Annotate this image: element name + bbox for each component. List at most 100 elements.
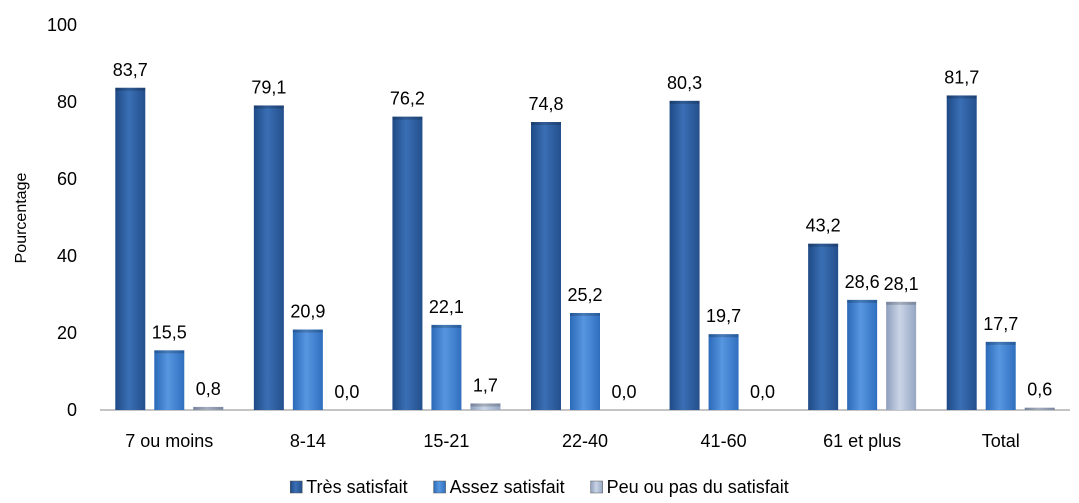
category-label: 61 et plus bbox=[823, 431, 901, 451]
bar-top-edge bbox=[985, 341, 1016, 345]
data-labels: 83,7 15,5 0,8 79,1 20,9 0,0 76,2 22,1 1,7 74,8 25,… bbox=[113, 60, 1052, 402]
y-tick-label: 20 bbox=[57, 323, 77, 343]
data-label: 81,7 bbox=[944, 67, 979, 87]
bar-top-edge bbox=[392, 116, 423, 120]
bar bbox=[115, 87, 146, 410]
data-label: 83,7 bbox=[113, 60, 148, 80]
y-tick-label: 0 bbox=[67, 400, 77, 420]
legend-swatch bbox=[590, 480, 603, 494]
bar bbox=[669, 100, 700, 410]
bar-top-edge bbox=[115, 87, 146, 91]
data-label: 1,7 bbox=[473, 375, 498, 395]
y-axis-ticks: 0 20 40 60 80 100 bbox=[47, 15, 77, 420]
legend: Très satisfait Assez satisfait Peu ou pas … bbox=[289, 477, 789, 497]
bar bbox=[431, 324, 462, 410]
bar-top-edge bbox=[431, 324, 462, 328]
bar-body bbox=[531, 122, 561, 411]
y-tick-label: 80 bbox=[57, 92, 77, 112]
bar-top-edge bbox=[1024, 407, 1055, 410]
data-label: 0,0 bbox=[611, 382, 636, 402]
bar-body bbox=[1024, 407, 1055, 410]
y-tick-label: 60 bbox=[57, 169, 77, 189]
bar-body bbox=[193, 406, 224, 410]
data-label: 22,1 bbox=[429, 297, 464, 317]
y-tick-label: 100 bbox=[47, 15, 77, 35]
bar-top-edge bbox=[253, 105, 284, 109]
category-label: Total bbox=[982, 431, 1020, 451]
bar-body bbox=[669, 100, 700, 410]
bar-body bbox=[292, 329, 323, 410]
data-label: 0,0 bbox=[750, 382, 775, 402]
category-label: 15-21 bbox=[423, 431, 469, 451]
bar bbox=[292, 329, 323, 410]
data-label: 79,1 bbox=[251, 77, 286, 97]
bar-body bbox=[253, 105, 284, 410]
bar-top-edge bbox=[154, 350, 185, 354]
bar bbox=[808, 243, 839, 410]
bar-top-edge bbox=[531, 122, 561, 126]
bar bbox=[531, 122, 561, 411]
bar bbox=[470, 403, 501, 410]
legend-item: Très satisfait bbox=[289, 477, 408, 497]
category-label: 41-60 bbox=[701, 431, 747, 451]
y-tick-label: 40 bbox=[57, 246, 77, 266]
data-label: 28,1 bbox=[884, 274, 919, 294]
legend-item: Peu ou pas du satisfait bbox=[590, 477, 789, 497]
data-label: 80,3 bbox=[667, 73, 702, 93]
bar-body bbox=[708, 334, 739, 410]
legend-swatch bbox=[433, 480, 446, 494]
data-label: 0,8 bbox=[196, 379, 221, 399]
bar-top-edge bbox=[570, 312, 600, 316]
category-label: 22-40 bbox=[562, 431, 608, 451]
bar-top-edge bbox=[808, 243, 839, 247]
bar bbox=[1024, 407, 1055, 410]
bar bbox=[154, 350, 185, 410]
bar-body bbox=[470, 403, 501, 410]
bar-top-edge bbox=[847, 299, 878, 303]
bar bbox=[985, 341, 1016, 410]
bar bbox=[253, 105, 284, 410]
bar-top-edge bbox=[470, 403, 501, 407]
bars bbox=[115, 87, 1055, 411]
legend-label: Très satisfait bbox=[306, 477, 407, 497]
data-label: 19,7 bbox=[706, 306, 741, 326]
data-label: 28,6 bbox=[845, 272, 880, 292]
bar bbox=[946, 95, 977, 410]
data-label: 17,7 bbox=[983, 314, 1018, 334]
bar-body bbox=[946, 95, 977, 410]
bar-top-edge bbox=[193, 406, 224, 410]
bar bbox=[392, 116, 423, 410]
bar-body bbox=[115, 87, 146, 410]
bar-body bbox=[847, 299, 878, 410]
bar-top-edge bbox=[669, 100, 700, 104]
bar-top-edge bbox=[886, 301, 917, 305]
data-label: 0,0 bbox=[334, 382, 359, 402]
bar-body bbox=[808, 243, 839, 410]
data-label: 0,6 bbox=[1027, 380, 1052, 400]
legend-item: Assez satisfait bbox=[433, 477, 565, 497]
category-labels: 7 ou moins 8-14 15-21 22-40 41-60 61 et plus T… bbox=[125, 431, 1019, 451]
bar-top-edge bbox=[292, 329, 323, 333]
data-label: 20,9 bbox=[290, 302, 325, 322]
bar-top-edge bbox=[946, 95, 977, 99]
legend-label: Assez satisfait bbox=[450, 477, 565, 497]
bar-body bbox=[886, 301, 917, 410]
bar-body bbox=[431, 324, 462, 410]
category-label: 7 ou moins bbox=[125, 431, 213, 451]
data-label: 43,2 bbox=[806, 216, 841, 236]
bar-top-edge bbox=[708, 334, 739, 338]
bar-body bbox=[985, 341, 1016, 410]
bar bbox=[570, 312, 600, 410]
data-label: 76,2 bbox=[390, 89, 425, 109]
legend-label: Peu ou pas du satisfait bbox=[607, 477, 789, 497]
bar bbox=[886, 301, 917, 410]
data-label: 15,5 bbox=[152, 322, 187, 342]
bar-body bbox=[154, 350, 185, 410]
bar-body bbox=[392, 116, 423, 410]
y-axis-title: Pourcentage bbox=[13, 173, 30, 264]
bar bbox=[193, 406, 224, 410]
bar bbox=[847, 299, 878, 410]
category-label: 8-14 bbox=[290, 431, 326, 451]
bar bbox=[708, 334, 739, 410]
